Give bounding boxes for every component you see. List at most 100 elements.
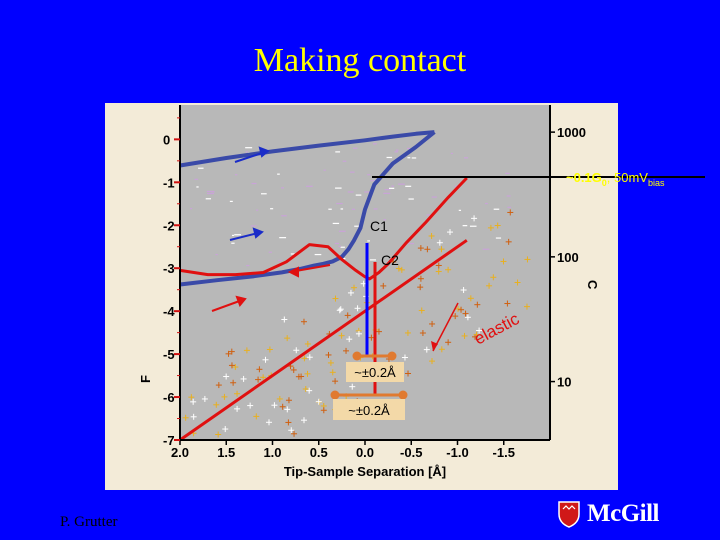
noise-point (426, 214, 431, 216)
y-right-tick-label: 10 (557, 375, 571, 390)
noise-point (332, 222, 340, 225)
marker-point (304, 340, 311, 347)
noise-point (347, 191, 354, 193)
noise-point (395, 149, 399, 151)
noise-point (369, 259, 377, 261)
x-tick-label: -1.0 (446, 445, 468, 460)
noise-point (398, 183, 405, 185)
noise-point (270, 208, 274, 210)
shield-icon (558, 501, 580, 528)
noise-point (245, 147, 253, 149)
marker-point (462, 310, 469, 317)
noise-point (261, 193, 267, 195)
noise-point (338, 245, 341, 247)
x-tick-label: 0.0 (356, 445, 374, 460)
y-left-tick-label: -7 (163, 433, 175, 448)
series-elastic-fit (179, 239, 468, 442)
marker-point (424, 246, 431, 253)
noise-point (493, 208, 500, 210)
marker-point (429, 320, 436, 327)
noise-point (279, 237, 287, 239)
noise-point (458, 209, 462, 211)
marker-point (276, 395, 283, 402)
noise-point (246, 264, 250, 267)
noise-point (505, 172, 510, 174)
series-force (179, 176, 468, 281)
marker-point (223, 373, 230, 380)
noise-point (196, 186, 199, 188)
label-c1: C1 (370, 218, 388, 234)
marker-point (232, 364, 239, 371)
marker-point (435, 262, 442, 269)
marker-point (234, 405, 241, 412)
marker-point (190, 398, 197, 405)
noise-point (367, 240, 370, 242)
marker-point (423, 346, 430, 353)
marker-point (243, 347, 250, 354)
marker-point (247, 402, 254, 409)
threshold-after: , 50mV (607, 170, 649, 185)
noise-point (335, 151, 341, 153)
marker-point (355, 330, 362, 337)
noise-point (290, 253, 295, 255)
noise-point (507, 206, 512, 208)
noise-point (407, 242, 415, 245)
x-tick-label: 2.0 (171, 445, 189, 460)
marker-point (351, 284, 358, 291)
noise-point (407, 157, 411, 159)
marker-point (213, 401, 220, 408)
threshold-sub: 0 (602, 178, 607, 188)
noise-point (495, 237, 502, 239)
marker-point (320, 407, 327, 414)
noise-point (190, 207, 193, 210)
marker-point (455, 305, 462, 312)
marker-point (445, 339, 452, 346)
marker-point (436, 239, 443, 246)
y-left-tick-label: -5 (163, 347, 175, 362)
noise-point (215, 253, 218, 256)
noise-point (450, 152, 453, 155)
marker-point (354, 305, 361, 312)
marker-point (285, 397, 292, 404)
marker-point (253, 413, 260, 420)
noise-point (469, 225, 477, 227)
noise-point (391, 185, 395, 187)
marker-point (327, 359, 334, 366)
noise-point (231, 234, 235, 237)
noise-point (281, 187, 284, 189)
marker-point (343, 347, 350, 354)
x-axis-label: Tip-Sample Separation [Å] (284, 464, 446, 479)
bracket-1-right-dot (387, 351, 397, 361)
marker-point (255, 376, 262, 383)
marker-point (461, 332, 468, 339)
y-right-label: C (585, 280, 600, 290)
marker-point (438, 346, 445, 353)
noise-point (386, 156, 393, 159)
marker-point (419, 330, 426, 337)
marker-point (332, 295, 339, 302)
marker-point (398, 266, 405, 273)
marker-point (225, 350, 232, 357)
logo-text: McGill (587, 500, 659, 527)
noise-point (351, 208, 356, 210)
bracket-2-label-box (333, 399, 405, 420)
marker-point (435, 268, 442, 275)
y-left-tick-label: -4 (163, 304, 175, 319)
noise-point (462, 225, 468, 227)
noise-point (431, 196, 437, 198)
marker-point (256, 366, 263, 373)
marker-point (487, 224, 494, 231)
marker-point (288, 427, 295, 434)
marker-point (404, 329, 411, 336)
noise-point (383, 192, 391, 194)
marker-point (446, 229, 453, 236)
bracket-2-label: ~±0.2Å (348, 403, 390, 418)
noise-point (335, 187, 342, 189)
marker-point (281, 316, 288, 323)
noise-point (340, 246, 345, 248)
threshold-main: ~0.1G (566, 170, 602, 185)
noise-point (278, 259, 282, 262)
x-tick-label: -1.5 (493, 445, 515, 460)
marker-point (445, 266, 452, 273)
